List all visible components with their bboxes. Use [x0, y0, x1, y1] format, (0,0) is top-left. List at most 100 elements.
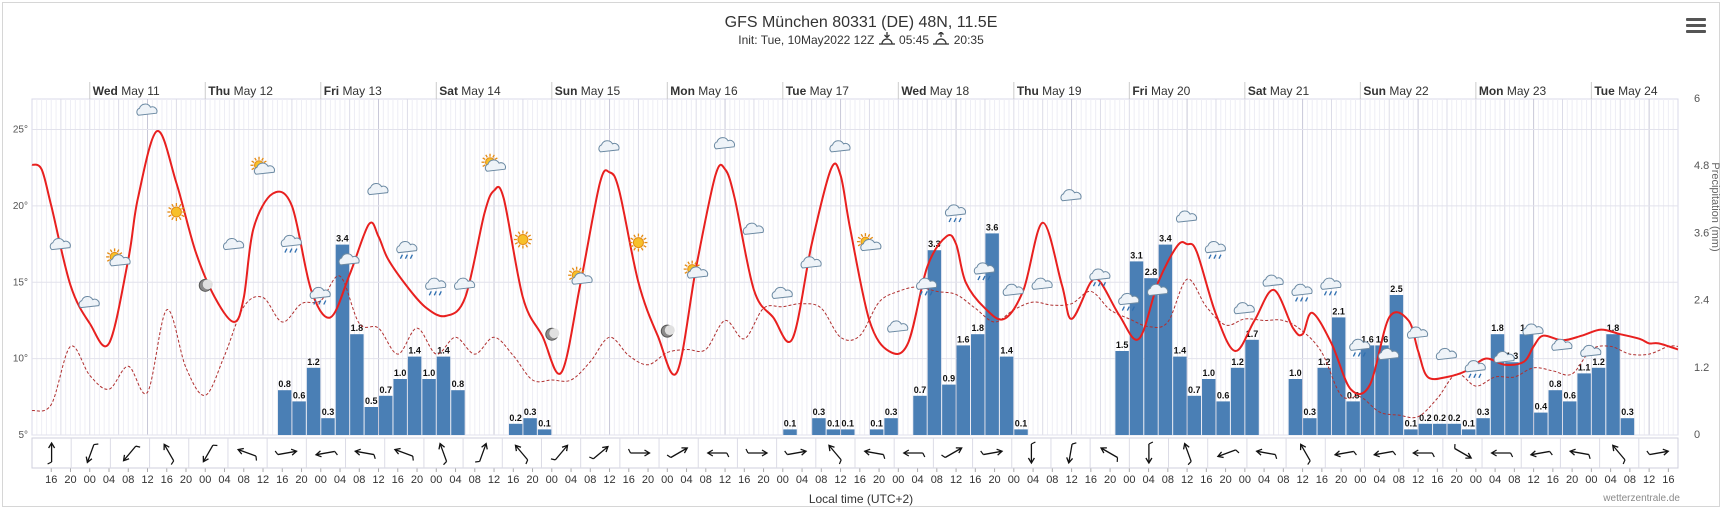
cloud-icon	[1031, 277, 1053, 290]
wind-head	[314, 450, 322, 458]
sun-ray	[514, 234, 519, 238]
y-tick-label-left: 5°	[18, 430, 28, 441]
precip-bar	[1346, 401, 1360, 435]
raindrop	[924, 291, 928, 296]
wind-head	[681, 447, 689, 454]
sun-icon	[167, 203, 186, 222]
raindrop	[919, 291, 923, 296]
precip-bar	[393, 379, 407, 435]
wind-head	[1465, 452, 1473, 459]
wind-arrow-icon	[828, 444, 842, 465]
wind-head	[1568, 448, 1576, 456]
raindrop	[313, 300, 317, 305]
cloud-icon	[1435, 347, 1457, 361]
wind-head	[163, 443, 170, 451]
raindrop	[1305, 297, 1309, 302]
wind-arrow-icon	[85, 443, 99, 464]
x-tick-label: 08	[1162, 474, 1174, 486]
wind-barb	[784, 450, 788, 455]
raindrop	[1323, 291, 1328, 296]
raindrop	[323, 300, 327, 305]
sun-ray	[181, 214, 185, 218]
partly-sunny-icon	[856, 233, 882, 252]
precip-bar	[927, 250, 942, 435]
precip-label: 1.8	[1491, 323, 1504, 333]
wind-arrow-icon	[47, 441, 56, 465]
day-label: Fri May 20	[1132, 84, 1190, 98]
cloud-shape	[713, 137, 735, 150]
precip-label: 0.1	[784, 418, 797, 428]
raindrop	[982, 275, 986, 281]
wind-barb	[1071, 442, 1077, 445]
precip-label: 1.0	[1289, 368, 1302, 378]
cloud-shape	[136, 103, 158, 116]
wind-arrow-icon	[393, 447, 414, 461]
y-tick-label-left: 25°	[13, 125, 28, 136]
menu-icon[interactable]	[1686, 18, 1706, 36]
x-tick-label: 20	[757, 474, 769, 486]
precip-label: 0.3	[1304, 407, 1317, 417]
x-tick-label: 20	[1566, 474, 1578, 486]
x-tick-label: 08	[353, 474, 365, 486]
cloud-icon	[1147, 283, 1169, 296]
x-tick-label: 00	[1470, 474, 1482, 486]
raindrop	[1333, 291, 1338, 296]
cloud-shape	[78, 296, 100, 309]
x-tick-label: 20	[873, 474, 885, 486]
wind-arrow-icon	[550, 444, 569, 461]
partly-sunny-icon	[683, 260, 709, 279]
precip-bar	[537, 429, 552, 435]
sun-ray	[178, 203, 182, 208]
wind-shaft	[787, 450, 806, 456]
precip-label: 0.3	[322, 407, 335, 417]
cloud-icon	[1262, 274, 1284, 287]
cloud-icon	[136, 103, 158, 116]
day-label: Thu May 19	[1017, 84, 1082, 98]
raindrop	[1097, 281, 1102, 287]
precip-bar	[1606, 334, 1620, 435]
wind-head	[706, 449, 714, 457]
precip-bar	[1519, 334, 1534, 435]
wind-arrow-icon	[1646, 448, 1670, 456]
cloud-shape	[687, 266, 709, 279]
sun-ray	[178, 216, 182, 221]
rain-icon	[396, 241, 418, 259]
wind-arrow-icon	[1145, 441, 1154, 465]
sun-disc	[170, 206, 182, 218]
precip-label: 0.3	[524, 407, 537, 417]
wind-arrow-icon	[314, 450, 338, 458]
precip-label: 1.1	[1578, 362, 1591, 372]
x-tick-label: 00	[546, 474, 558, 486]
precip-bar	[277, 390, 292, 435]
wind-head	[800, 448, 808, 456]
precip-bar	[451, 390, 465, 435]
x-axis-title: Local time (UTC+2)	[808, 492, 914, 506]
wind-head	[828, 444, 835, 452]
precip-label: 1.0	[1202, 368, 1215, 378]
wind-barb	[1116, 457, 1119, 463]
precip-label: 1.8	[1607, 323, 1620, 333]
raindrop	[929, 291, 933, 296]
cloud-shape	[1349, 338, 1371, 351]
sun-ray	[867, 233, 871, 238]
x-tick-label: 20	[1104, 474, 1116, 486]
sun-ray	[517, 231, 521, 235]
cloud-shape	[1580, 344, 1602, 358]
precip-label: 0.6	[1563, 390, 1576, 400]
x-tick-label: 08	[1277, 474, 1289, 486]
x-tick-label: 04	[1373, 474, 1385, 486]
wind-arrow-icon	[1216, 449, 1240, 459]
cloud-icon	[829, 140, 851, 153]
y-tick-label-right: 6	[1694, 93, 1700, 105]
x-tick-label: 16	[1547, 474, 1559, 486]
raindrop	[1473, 373, 1477, 379]
day-label: Tue May 17	[786, 84, 849, 98]
wind-arrow-icon	[589, 445, 609, 460]
cloud-shape	[1118, 292, 1140, 306]
rain-icon	[1089, 268, 1111, 287]
precip-label: 1.4	[408, 346, 421, 356]
sun-icon	[629, 233, 648, 252]
wind-arrow-icon	[1182, 442, 1192, 466]
wind-shaft	[203, 444, 214, 462]
wind-barb	[412, 456, 414, 461]
